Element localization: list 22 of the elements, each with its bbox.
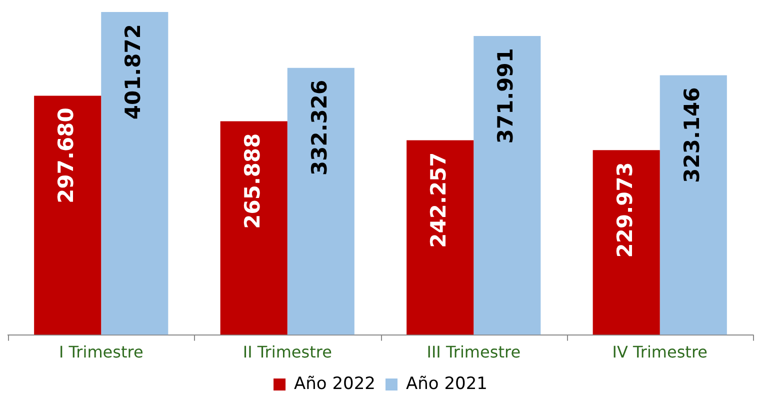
x-tick-label: II Trimestre	[242, 342, 332, 362]
bar	[660, 75, 727, 335]
data-label: 323.146	[680, 87, 704, 183]
bar	[474, 36, 541, 335]
x-tick-label: IV Trimestre	[612, 342, 708, 362]
data-label: 242.257	[426, 152, 451, 248]
data-label: 229.973	[612, 162, 637, 258]
data-label: 332.326	[307, 80, 332, 176]
data-label: 297.680	[54, 108, 78, 204]
x-tick-label: III Trimestre	[426, 342, 521, 362]
bar	[406, 140, 474, 335]
bar	[287, 68, 354, 335]
bar	[34, 96, 102, 335]
data-label: 371.991	[494, 48, 518, 144]
data-label: 265.888	[240, 133, 264, 229]
bar	[101, 12, 168, 335]
legend-label: Año 2021	[406, 374, 488, 394]
bar	[592, 150, 660, 335]
data-label: 401.872	[121, 24, 146, 120]
x-tick-label: I Trimestre	[58, 342, 144, 362]
legend-label: Año 2022	[294, 374, 376, 394]
bar	[220, 121, 288, 335]
